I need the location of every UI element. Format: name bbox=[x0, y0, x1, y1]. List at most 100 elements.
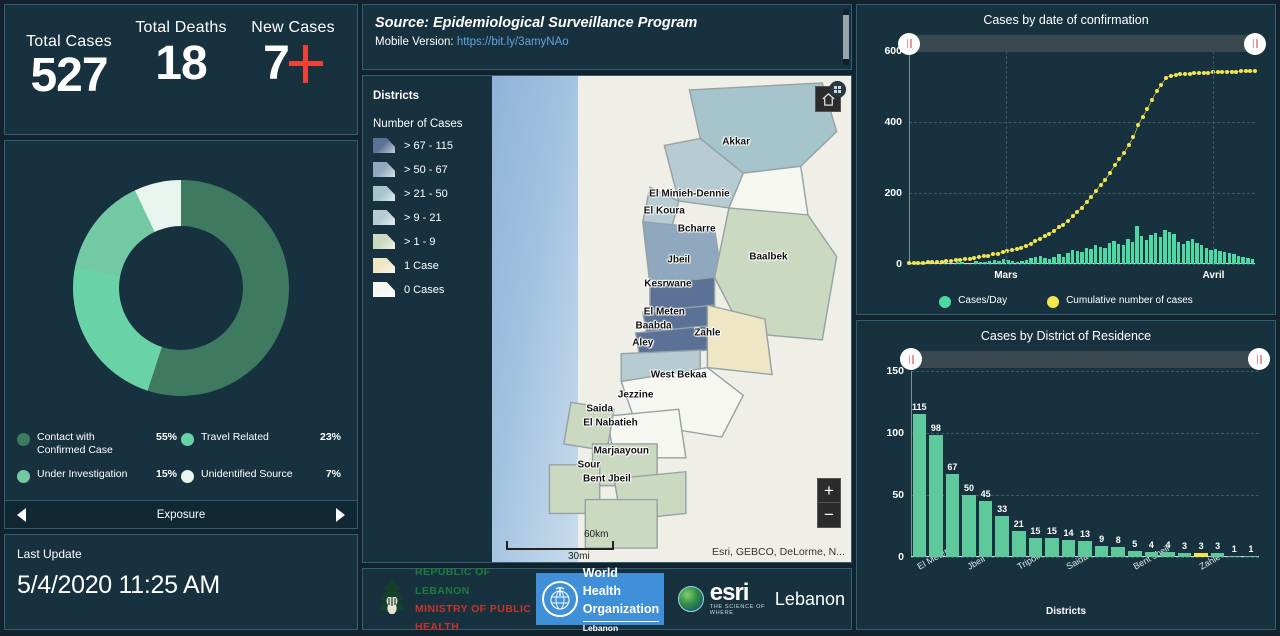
bar-column[interactable]: 50 bbox=[962, 371, 976, 557]
map-label-el-koura: El Koura bbox=[643, 205, 685, 217]
bar-value-label: 3 bbox=[1215, 541, 1221, 552]
daily-cases-bars[interactable] bbox=[909, 51, 1255, 264]
map-legend-item[interactable]: > 1 - 9 bbox=[373, 234, 492, 249]
y-axis-tick: 200 bbox=[884, 186, 902, 199]
bar-column[interactable]: 3 bbox=[1177, 371, 1192, 557]
legend-cases-per-day[interactable]: Cases/Day bbox=[939, 295, 1007, 308]
slider-handle-left[interactable] bbox=[898, 32, 920, 55]
bar-column[interactable]: 1 bbox=[1227, 371, 1242, 557]
bar-column[interactable]: 4 bbox=[1144, 371, 1159, 557]
map-legend-item[interactable]: 1 Case bbox=[373, 258, 492, 273]
bar-column[interactable]: 8 bbox=[1111, 371, 1126, 557]
data-point bbox=[1178, 72, 1183, 77]
daily-bar bbox=[974, 261, 978, 264]
zoom-out-button[interactable]: − bbox=[824, 505, 834, 524]
line-chart-title: Cases by date of confirmation bbox=[983, 13, 1149, 27]
data-point bbox=[963, 257, 968, 262]
legend-item-contact[interactable]: Contact with Confirmed Case 55% bbox=[17, 431, 181, 457]
bar bbox=[1244, 555, 1258, 557]
daily-bar bbox=[1149, 235, 1153, 264]
district-zahle[interactable] bbox=[706, 304, 773, 376]
map-legend-item[interactable]: > 50 - 67 bbox=[373, 162, 492, 177]
slider-handle-right[interactable] bbox=[1248, 348, 1270, 370]
bar-chart-body: 0 50 100 150 El Meten Jbeil Tripoli Saida Bent J… bbox=[863, 345, 1270, 626]
legend-item-investigation[interactable]: Under Investigation 15% bbox=[17, 468, 181, 483]
legend-cumulative-cases[interactable]: Cumulative number of cases bbox=[1047, 295, 1193, 308]
data-point bbox=[1253, 69, 1257, 74]
data-point bbox=[1187, 71, 1192, 76]
map-legend-item[interactable]: > 9 - 21 bbox=[373, 210, 492, 225]
mobile-version-link[interactable]: https://bit.ly/3amyNAo bbox=[456, 36, 569, 48]
bar-column[interactable]: 1 bbox=[1244, 371, 1258, 557]
daily-bar bbox=[1186, 240, 1190, 264]
gridline bbox=[911, 494, 1259, 496]
legend-swatch bbox=[373, 210, 395, 225]
home-icon[interactable] bbox=[815, 81, 846, 112]
slider-handle-left[interactable] bbox=[900, 348, 922, 370]
bar-chart-plot[interactable]: 0 50 100 150 El Meten Jbeil Tripoli Saida Bent J… bbox=[886, 365, 1259, 572]
district-polygons[interactable] bbox=[492, 76, 851, 562]
legend-label: Contact with Confirmed Case bbox=[37, 430, 113, 456]
bar-column[interactable]: 15 bbox=[1045, 371, 1059, 557]
data-point bbox=[986, 253, 991, 258]
daily-bar bbox=[1246, 257, 1250, 264]
map-zoom-controls[interactable]: + − bbox=[817, 478, 841, 528]
exposure-pager-label: Exposure bbox=[156, 508, 206, 521]
cumulative-cases-line[interactable] bbox=[909, 51, 1255, 264]
daily-bar bbox=[1167, 231, 1172, 264]
bar-column[interactable]: 33 bbox=[995, 371, 1009, 557]
bar-value-label: 1 bbox=[1231, 543, 1237, 554]
chevron-right-icon[interactable] bbox=[336, 507, 345, 522]
data-point bbox=[907, 261, 911, 266]
legend-swatch bbox=[373, 138, 395, 153]
bar-column[interactable]: 3 bbox=[1194, 371, 1208, 557]
daily-bar bbox=[1204, 247, 1209, 264]
zoom-in-button[interactable]: + bbox=[818, 479, 840, 503]
legend-percent: 23% bbox=[319, 430, 341, 443]
bar-column[interactable]: 14 bbox=[1061, 371, 1076, 557]
map-legend-item[interactable]: > 67 - 115 bbox=[373, 138, 492, 153]
daily-bar bbox=[992, 260, 996, 264]
daily-bar bbox=[1098, 246, 1102, 264]
source-scrollbar[interactable] bbox=[843, 9, 849, 65]
map-legend-item[interactable]: > 21 - 50 bbox=[373, 186, 492, 201]
bar bbox=[1094, 545, 1109, 557]
district-bars[interactable]: 115 98 67 50 45 33 21 15 15 14 13 9 8 5 4 4 3 3 3 1 1 bbox=[911, 371, 1259, 557]
legend-label: > 21 - 50 bbox=[404, 187, 448, 200]
bar-column[interactable]: 5 bbox=[1128, 371, 1142, 557]
apps-grid-icon[interactable] bbox=[829, 81, 846, 98]
bar-chart-range-slider[interactable] bbox=[900, 348, 1270, 370]
line-chart-plot[interactable]: 0 200 400 600 Mars Avril bbox=[884, 45, 1257, 281]
legend-item-unidentified[interactable]: Unidentified Source 7% bbox=[181, 468, 345, 483]
map-legend-item[interactable]: 0 Cases bbox=[373, 282, 492, 297]
moph-text: REPUBLIC OF LEBANON MINISTRY OF PUBLIC H… bbox=[415, 562, 536, 636]
bar-column[interactable]: 21 bbox=[1011, 371, 1026, 557]
bar-column[interactable]: 115 bbox=[912, 371, 927, 557]
legend-label: > 50 - 67 bbox=[404, 163, 448, 176]
scrollbar-thumb[interactable] bbox=[843, 15, 849, 59]
bar-column[interactable]: 45 bbox=[978, 371, 993, 557]
bar-column[interactable]: 98 bbox=[929, 371, 943, 557]
legend-label: Cumulative number of cases bbox=[1066, 294, 1193, 306]
right-column: Cases by date of confirmation 0 200 400 600… bbox=[856, 4, 1276, 630]
bar-column[interactable]: 13 bbox=[1078, 371, 1092, 557]
daily-bar bbox=[1015, 262, 1020, 264]
cases-by-district-panel: Cases by District of Residence 0 50 100 150… bbox=[856, 319, 1276, 630]
bar-column[interactable]: 4 bbox=[1161, 371, 1175, 557]
chevron-left-icon[interactable] bbox=[17, 507, 26, 522]
bar-column[interactable]: 67 bbox=[945, 371, 960, 557]
donut-ring[interactable] bbox=[73, 179, 289, 396]
line-chart-time-slider[interactable] bbox=[898, 32, 1266, 55]
daily-bar bbox=[1232, 254, 1236, 264]
bar-column[interactable]: 3 bbox=[1210, 371, 1225, 557]
bar bbox=[1210, 553, 1225, 557]
bar-column[interactable]: 15 bbox=[1028, 371, 1043, 557]
slider-handle-right[interactable] bbox=[1244, 32, 1266, 55]
map-canvas[interactable]: Akkar El Minieh-Dennie El Koura Bcharre Jbei… bbox=[492, 76, 851, 562]
bar-column[interactable]: 9 bbox=[1094, 371, 1109, 557]
map-label-aley: Aley bbox=[632, 337, 654, 349]
legend-item-travel[interactable]: Travel Related 23% bbox=[181, 431, 345, 457]
data-point bbox=[1080, 205, 1084, 210]
district-bent-jbeil[interactable] bbox=[584, 498, 658, 549]
daily-bar bbox=[1176, 241, 1181, 264]
